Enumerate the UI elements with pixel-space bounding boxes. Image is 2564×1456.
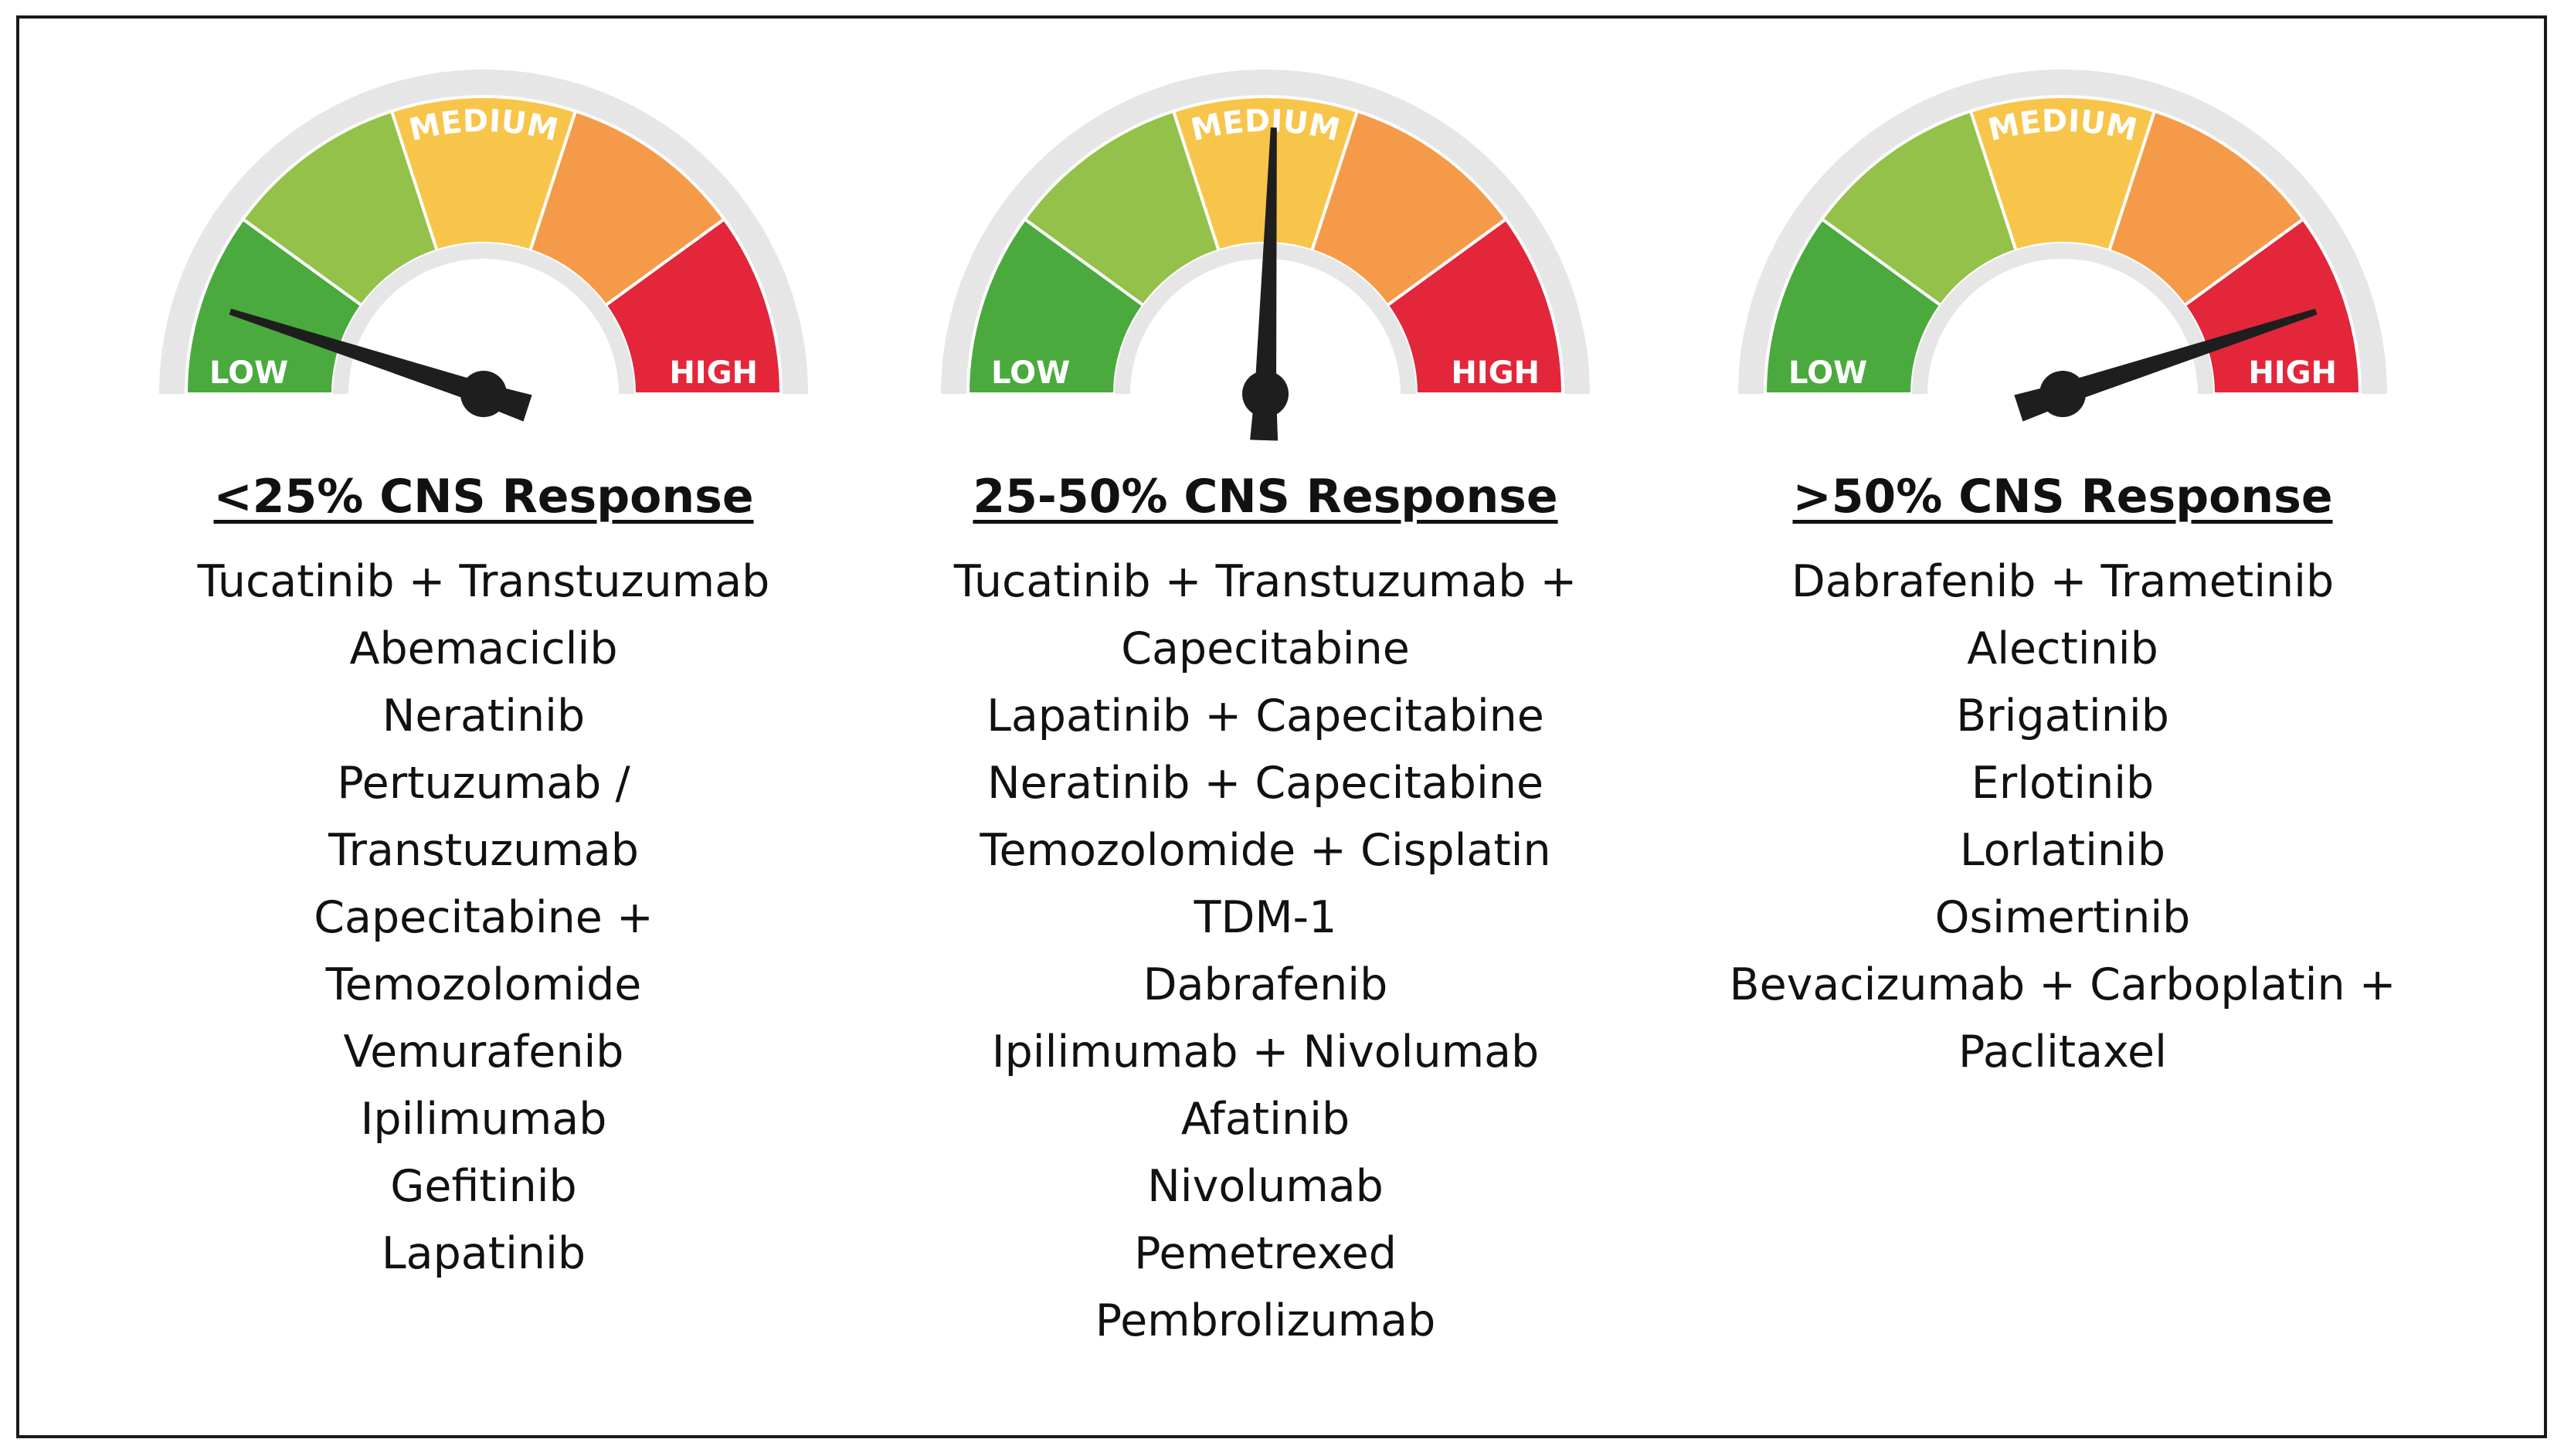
drug-item: Pembrolizumab [1095, 1295, 1436, 1346]
drug-item: Neratinib + Capecitabine [987, 758, 1544, 809]
gauge-label-low: LOW [991, 355, 1070, 391]
panel-heading: <25% CNS Response [213, 470, 754, 524]
drug-item: Pertuzumab / [337, 758, 630, 809]
gauge-inner-band [333, 243, 634, 394]
drug-list: Tucatinib + Transtuzumab + Capecitabine La… [879, 548, 1652, 1355]
gauge-label-low: LOW [209, 355, 288, 391]
gauge-label-high: HIGH [2248, 355, 2337, 391]
figure-frame [16, 15, 2547, 1438]
drug-item: TDM-1 [1194, 892, 1337, 943]
drug-item: Osimertinib [1934, 892, 2191, 943]
panel-heading: >50% CNS Response [1792, 470, 2333, 524]
drug-item: Vemurafenib [343, 1027, 624, 1078]
drug-item: Paclitaxel [1958, 1027, 2167, 1078]
drug-item: Brigatinib [1956, 691, 2169, 742]
drug-item: Dabrafenib [1143, 959, 1388, 1010]
drug-item: Tucatinib + Transtuzumab [197, 556, 770, 607]
drug-item: Nivolumab [1147, 1161, 1384, 1212]
gauge-label-high: HIGH [669, 355, 758, 391]
gauge-needle-hub [460, 371, 507, 417]
gauge-label-high: HIGH [1451, 355, 1540, 391]
gauge-label-low: LOW [1788, 355, 1867, 391]
drug-item: Capecitabine + [314, 892, 654, 943]
gauge-needle [2014, 308, 2318, 422]
drug-item: Lorlatinib [1959, 825, 2166, 876]
gauge-inner-band [1115, 243, 1416, 394]
gauge-needle [229, 308, 532, 422]
drug-item: Bevacizumab + Carboplatin + [1729, 959, 2396, 1010]
gauge-needle [1250, 127, 1279, 441]
drug-list: Dabrafenib + Trametinib Alectinib Brigatin… [1676, 548, 2449, 1086]
drug-item: Tucatinib + Transtuzumab + [953, 556, 1577, 607]
drug-item: Temozolomide [325, 959, 642, 1010]
drug-item: Lapatinib [381, 1228, 586, 1279]
drug-item: Dabrafenib + Trametinib [1791, 556, 2335, 607]
drug-item: Gefitinib [390, 1161, 577, 1212]
panel-heading: 25-50% CNS Response [973, 470, 1558, 524]
drug-item: Neratinib [382, 691, 586, 742]
drug-item: Ipilimumab + Nivolumab [991, 1027, 1540, 1078]
drug-item: Transtuzumab [328, 825, 639, 876]
drug-item: Alectinib [1967, 623, 2158, 674]
drug-list: Tucatinib + Transtuzumab Abemaciclib Nerat… [97, 548, 870, 1288]
drug-item: Pemetrexed [1134, 1228, 1397, 1279]
drug-item: Capecitabine [1121, 623, 1410, 674]
gauge-needle-hub [2039, 371, 2086, 417]
drug-item: Abemaciclib [349, 623, 618, 674]
gauge-needle-hub [1242, 371, 1289, 417]
drug-item: Ipilimumab [360, 1094, 607, 1145]
gauge-inner-band [1912, 243, 2213, 394]
drug-item: Temozolomide + Cisplatin [980, 825, 1551, 876]
drug-item: Erlotinib [1971, 758, 2155, 809]
drug-item: Afatinib [1180, 1094, 1350, 1145]
drug-item: Lapatinib + Capecitabine [987, 691, 1544, 742]
